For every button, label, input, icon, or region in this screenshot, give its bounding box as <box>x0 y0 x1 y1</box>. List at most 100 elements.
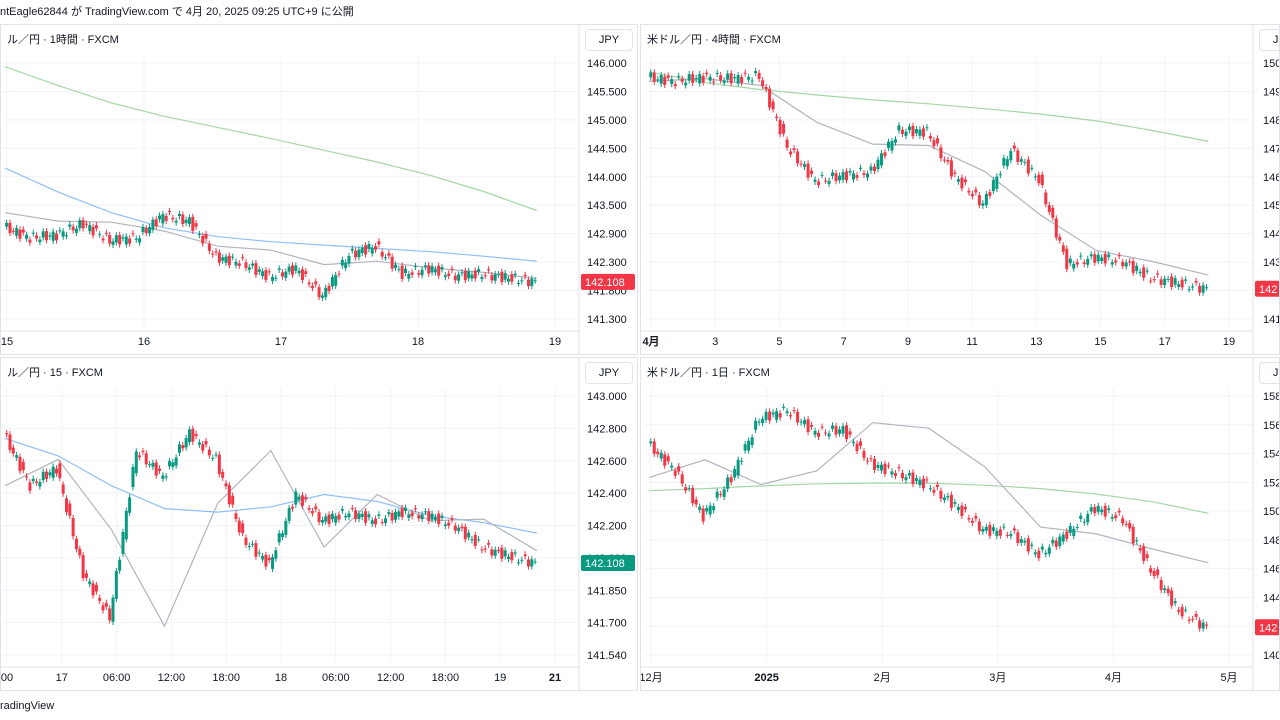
candle-body <box>775 411 779 420</box>
candle-body <box>1180 279 1184 288</box>
candle-body <box>785 139 789 148</box>
candle-body <box>500 547 504 559</box>
candle-body <box>1061 245 1065 252</box>
candle-body <box>733 469 737 478</box>
candle-body <box>138 238 142 243</box>
candle-body <box>227 485 231 505</box>
candle-body <box>81 555 85 579</box>
candle-body <box>300 495 304 506</box>
candle-body <box>656 79 660 81</box>
candle-body <box>450 268 454 270</box>
candle-body <box>855 443 859 452</box>
x-tick-label: 17 <box>56 672 68 684</box>
candle-body <box>234 513 238 519</box>
candle-body <box>420 514 424 520</box>
candle-body <box>733 77 737 79</box>
candle-body <box>1159 279 1163 285</box>
candle-body <box>234 261 238 266</box>
candle-body <box>294 265 298 271</box>
candle-body <box>330 276 334 287</box>
candle-body <box>859 167 863 169</box>
candle-body <box>187 217 191 224</box>
chart-panel-1d[interactable]: 米ドル／円 · 1日 · FXCM JPY 158 156 154 152 150 148… <box>640 357 1280 691</box>
y-tick-label: 154 <box>1263 449 1280 461</box>
candle-body <box>94 225 98 229</box>
candle-body <box>477 539 481 541</box>
candle-body <box>953 502 957 504</box>
candle-body <box>886 141 890 148</box>
candle-body <box>227 255 231 266</box>
candle-body <box>320 520 324 523</box>
chart-panel-4h[interactable]: 米ドル／円 · 4時間 · FXCM JPY 150 149 148 147 146 14… <box>640 24 1280 355</box>
candle-body <box>244 537 248 545</box>
candle-body <box>247 545 251 547</box>
currency-button[interactable]: JPY <box>1259 29 1279 51</box>
candle-body <box>1198 620 1202 629</box>
candle-body <box>370 247 374 254</box>
candle-body <box>394 511 398 520</box>
chart-panel-15m[interactable]: ル／円 · 15 · FXCM JPY 143.000 142.800 142.60… <box>0 357 638 691</box>
candle-body <box>463 526 467 540</box>
x-tick-label: 19 <box>1223 336 1235 348</box>
candle-body <box>533 280 537 282</box>
candle-body <box>848 431 852 435</box>
candle-body <box>257 552 261 554</box>
candle-body <box>754 71 758 74</box>
chart-panel-1h[interactable]: ル／円 · 1時間 · FXCM JPY 146.000 145.500 145.0… <box>0 24 638 355</box>
candle-body <box>960 177 964 189</box>
candle-body <box>320 295 324 298</box>
candle-body <box>1037 550 1041 559</box>
candle-body <box>204 233 208 239</box>
candle-body <box>967 190 971 193</box>
candle-body <box>168 210 172 213</box>
last-price-tag <box>581 273 635 290</box>
candle-body <box>684 82 688 86</box>
candle-body <box>935 138 939 144</box>
candle-body <box>914 129 918 134</box>
candle-body <box>74 538 78 550</box>
candle-body <box>284 271 288 278</box>
candle-body <box>747 440 751 451</box>
candle-body <box>1058 236 1062 241</box>
candle-body <box>460 272 464 274</box>
candle-body <box>1047 205 1051 212</box>
candle-body <box>998 174 1002 176</box>
candle-body <box>377 241 381 245</box>
candle-body <box>879 464 883 471</box>
candle-body <box>1030 167 1034 169</box>
candle-body <box>754 420 758 430</box>
candle-body <box>1163 278 1167 286</box>
candle-body <box>197 234 201 236</box>
candle-body <box>1152 279 1156 281</box>
candle-body <box>817 432 821 437</box>
candle-body <box>447 522 451 526</box>
candle-body <box>1086 258 1090 265</box>
candle-body <box>61 231 65 237</box>
currency-button[interactable]: JPY <box>1259 362 1279 384</box>
candle-body <box>1114 260 1118 263</box>
candle-body <box>1187 619 1191 621</box>
candle-body <box>324 287 328 298</box>
candle-body <box>254 263 258 275</box>
candle-body <box>977 521 981 532</box>
candle-body <box>8 222 12 233</box>
candle-body <box>1135 540 1139 542</box>
candle-body <box>118 559 122 571</box>
candle-body <box>480 549 484 551</box>
candle-body <box>101 238 105 241</box>
candle-body <box>939 147 943 159</box>
x-tick-label: 5 <box>776 336 782 348</box>
y-tick-label: 144.000 <box>587 172 627 184</box>
currency-button[interactable]: JPY <box>585 29 633 51</box>
candle-body <box>1086 514 1090 523</box>
y-tick-label: 142.600 <box>587 456 627 468</box>
candle-body <box>970 193 974 197</box>
candle-body <box>437 513 441 525</box>
candle-body <box>1016 532 1020 543</box>
candle-body <box>530 559 534 567</box>
currency-button[interactable]: JPY <box>585 362 633 384</box>
candle-body <box>154 462 158 476</box>
candle-body <box>673 84 677 87</box>
candle-body <box>1201 285 1205 293</box>
moving-average-line <box>648 77 1209 276</box>
